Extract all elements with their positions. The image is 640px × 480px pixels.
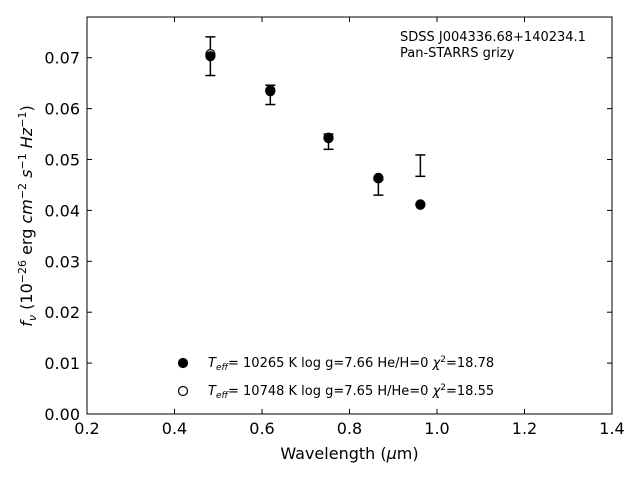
y-tick-label: 0.05 bbox=[44, 151, 80, 170]
y-tick-label: 0.02 bbox=[44, 303, 80, 322]
model-point-filled bbox=[265, 86, 276, 97]
model-point-filled bbox=[373, 172, 384, 183]
x-tick-label: 0.6 bbox=[249, 419, 274, 438]
legend-marker-open bbox=[177, 385, 189, 397]
legend-label-2: Teff= 10748 K log g=7.65 H/He=0 χ2=18.55 bbox=[208, 383, 494, 401]
model-point-filled bbox=[323, 133, 334, 144]
x-tick-label: 0.4 bbox=[162, 419, 187, 438]
model-point-filled bbox=[205, 51, 216, 62]
y-tick-label: 0.04 bbox=[44, 201, 80, 220]
y-tick-label: 0.03 bbox=[44, 252, 80, 271]
legend: Teff= 10265 K log g=7.66 He/H=0 χ2=18.78… bbox=[177, 355, 494, 401]
annotation-survey: Pan-STARRS grizy bbox=[400, 46, 515, 61]
x-tick-label: 0.8 bbox=[337, 419, 362, 438]
legend-label-1: Teff= 10265 K log g=7.66 He/H=0 χ2=18.78 bbox=[208, 355, 494, 373]
x-axis: 0.2 0.4 0.6 0.8 1.0 1.2 1.4 bbox=[74, 17, 625, 438]
data-points bbox=[205, 49, 426, 210]
x-axis-label: Wavelength (μm) bbox=[280, 444, 418, 463]
y-tick-label: 0.01 bbox=[44, 354, 80, 373]
x-tick-label: 1.0 bbox=[424, 419, 449, 438]
x-tick-label: 0.2 bbox=[74, 419, 99, 438]
legend-marker-filled bbox=[177, 357, 189, 369]
y-tick-label: 0.06 bbox=[44, 100, 80, 119]
y-axis: 0.00 0.01 0.02 0.03 0.04 0.05 0.06 0.07 bbox=[44, 49, 612, 424]
x-tick-label: 1.2 bbox=[512, 419, 537, 438]
model-point-filled bbox=[415, 199, 426, 210]
error-bar bbox=[415, 154, 426, 178]
y-axis-label: fν (10−26 erg cm−2 s−1 Hz−1) bbox=[16, 105, 39, 326]
plot-area bbox=[86, 16, 613, 415]
x-tick-label: 1.4 bbox=[599, 419, 624, 438]
y-tick-label: 0.00 bbox=[44, 405, 80, 424]
y-tick-label: 0.07 bbox=[44, 49, 80, 68]
annotation-object-name: SDSS J004336.68+140234.1 bbox=[400, 30, 586, 45]
